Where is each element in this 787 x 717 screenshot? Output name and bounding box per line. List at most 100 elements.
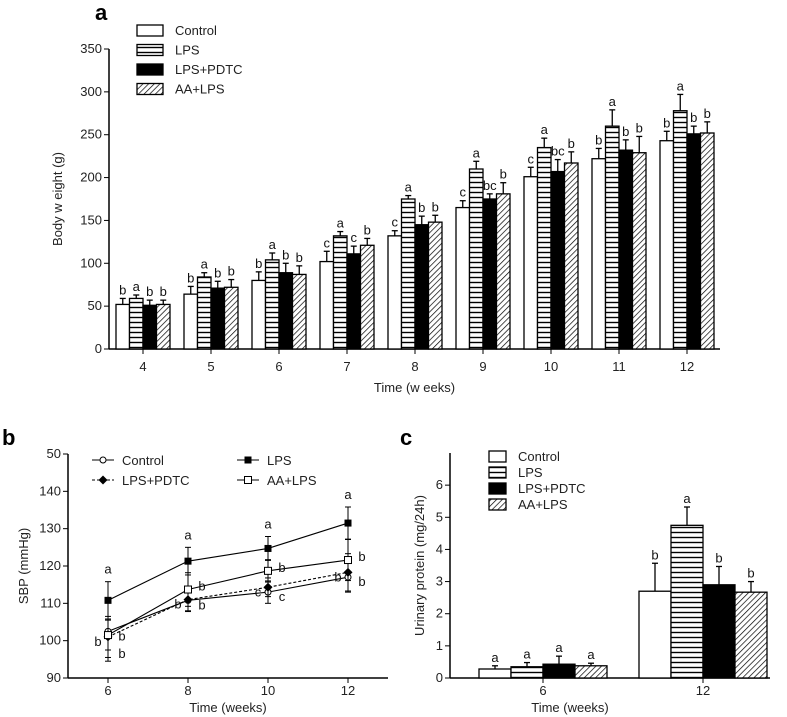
significance-letter: b (94, 634, 101, 649)
significance-letter: b (715, 550, 722, 565)
bar-lps (536, 146, 552, 350)
significance-letter: c (279, 589, 286, 604)
significance-letter: b (214, 265, 221, 280)
legend-label: LPS (267, 453, 292, 468)
y-tick-label: 130 (39, 521, 61, 536)
bar-lps-pdtc (482, 198, 498, 350)
significance-letter: b (118, 628, 125, 643)
significance-letter: c (392, 215, 399, 230)
x-tick-label: 12 (696, 683, 710, 698)
bar-lps-pdtc (618, 149, 634, 350)
series-line-aa-lps (107, 559, 349, 636)
bar-lps-pdtc (414, 224, 430, 350)
legend-swatch (488, 498, 507, 511)
significance-letter: a (104, 562, 112, 577)
bar-lps-pdtc (142, 304, 158, 350)
significance-letter: b (704, 106, 711, 121)
significance-letter: b (228, 264, 235, 279)
y-tick-label: 300 (80, 84, 102, 99)
x-tick-label: 11 (612, 359, 626, 374)
bar-lps-pdtc (346, 253, 362, 350)
significance-letter: b (358, 574, 365, 589)
significance-letter: a (264, 517, 272, 532)
x-tick-label: 4 (139, 359, 146, 374)
panel-label-c: c (400, 425, 412, 450)
series-line-lps-pdtc (107, 571, 349, 638)
y-tick-label: 140 (39, 483, 61, 498)
x-tick-label: 8 (411, 359, 418, 374)
x-tick-label: 12 (680, 359, 694, 374)
marker-square (344, 556, 352, 565)
legend-swatch (488, 466, 507, 479)
significance-letter: b (364, 222, 371, 237)
marker-square (244, 476, 252, 484)
significance-letter: b (160, 284, 167, 299)
significance-letter: c (528, 151, 535, 166)
legend-swatch (488, 450, 507, 463)
bar-lps (672, 110, 688, 350)
bar-lps-pdtc (550, 170, 566, 350)
chart-a-body-weight: 0 50 100 150 200 250 300 350 Time (w eeks) Body w… (50, 23, 720, 395)
y-tick-label: 100 (80, 255, 102, 270)
bar-aa-lps (359, 244, 375, 350)
marker-circle (99, 456, 107, 464)
significance-letter: a (609, 94, 617, 109)
panel-label-b: b (2, 425, 15, 450)
bar-lps (264, 259, 280, 350)
marker-square (244, 456, 252, 464)
x-tick-label: 6 (104, 683, 111, 698)
bar-lps-pdtc (542, 663, 576, 679)
bar-lps (670, 524, 704, 679)
significance-letter: b (187, 270, 194, 285)
legend-label: AA+LPS (518, 497, 568, 512)
bar-aa-lps (427, 221, 443, 350)
legend-label: LPS (175, 43, 200, 58)
significance-letter: b (334, 569, 341, 584)
y-tick-label: 2 (436, 606, 443, 621)
significance-letter: b (663, 115, 670, 130)
significance-letter: c (255, 584, 262, 599)
legend-swatch (136, 63, 164, 76)
significance-letter: b (146, 284, 153, 299)
significance-letter: a (337, 216, 345, 231)
marker-diamond (263, 582, 273, 592)
significance-letter: a (555, 640, 563, 655)
significance-letter: a (523, 647, 531, 662)
significance-letter: b (282, 247, 289, 262)
y-tick-label: 90 (47, 670, 61, 685)
legend-label: AA+LPS (267, 473, 317, 488)
bar-lps (468, 168, 484, 350)
x-axis-label: Time (w eeks) (374, 380, 455, 395)
x-tick-label: 6 (275, 359, 282, 374)
y-tick-label: 100 (39, 633, 61, 648)
legend-label: LPS+PDTC (122, 473, 190, 488)
series-line-control (107, 576, 349, 632)
significance-letter: b (418, 200, 425, 215)
legend-label: Control (122, 453, 164, 468)
legend-label: LPS+PDTC (175, 62, 243, 77)
chart-b-sbp: 90 100 110 120 130 140 50 Time (weeks) SBP (mmHg… (16, 446, 388, 715)
legend-label: AA+LPS (175, 82, 225, 97)
bar-control (319, 260, 335, 350)
bar-lps (332, 235, 348, 350)
significance-letter: a (491, 650, 499, 665)
significance-letter: b (119, 282, 126, 297)
significance-letter: a (473, 145, 481, 160)
y-tick-label: 3 (436, 574, 443, 589)
x-tick-label: 7 (343, 359, 350, 374)
bar-lps-pdtc (278, 272, 294, 350)
legend-swatch (488, 482, 507, 495)
significance-letter: b (432, 199, 439, 214)
x-axis-label: Time (weeks) (531, 700, 609, 715)
legend-label: LPS (518, 465, 543, 480)
y-axis-label: Body w eight (g) (50, 152, 65, 246)
legend-label: Control (518, 449, 560, 464)
significance-letter: b (174, 597, 181, 612)
significance-letter: b (595, 132, 602, 147)
marker-square (264, 566, 272, 575)
bar-lps (128, 297, 144, 350)
y-tick-label: 0 (436, 670, 443, 685)
bar-aa-lps (563, 162, 579, 350)
significance-letter: a (683, 491, 691, 506)
legend-swatch (136, 43, 164, 57)
